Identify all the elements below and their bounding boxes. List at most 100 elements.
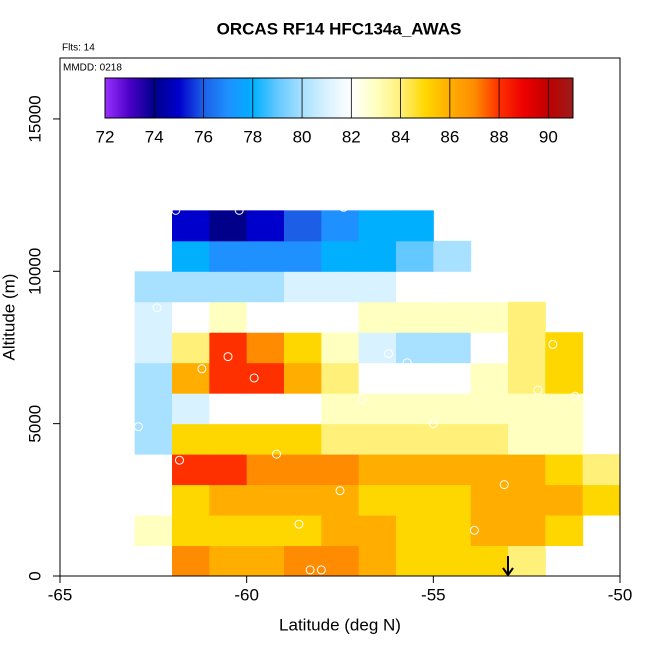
heat-cell xyxy=(470,545,509,577)
heat-cell xyxy=(172,301,210,333)
heat-cell xyxy=(545,362,584,394)
flights-label: Flts: 14 xyxy=(62,43,95,54)
heat-cell xyxy=(582,484,621,516)
heat-cell xyxy=(172,393,210,425)
heat-cell xyxy=(246,454,285,486)
heat-cell xyxy=(508,515,546,547)
heat-cell xyxy=(246,210,285,242)
heat-cell xyxy=(134,271,173,303)
heat-cell xyxy=(209,240,248,272)
heat-cell xyxy=(209,210,248,242)
sample-point xyxy=(272,449,282,459)
heat-cell xyxy=(284,515,322,547)
heat-cell xyxy=(470,454,509,486)
heat-cell xyxy=(209,484,248,516)
colorbar-tick-label: 76 xyxy=(194,127,213,146)
heat-cell xyxy=(246,393,285,425)
heat-cell xyxy=(246,240,285,272)
heat-cell xyxy=(172,423,210,455)
sample-point xyxy=(133,422,143,432)
heat-cell xyxy=(172,210,210,242)
heat-cell xyxy=(508,484,546,516)
heat-cell xyxy=(321,362,360,394)
heat-cell xyxy=(172,454,210,486)
heat-cell xyxy=(246,332,285,364)
heat-cell xyxy=(246,423,285,455)
heat-cell xyxy=(172,362,210,394)
heat-cell xyxy=(545,454,584,486)
colorbar-tick-label: 84 xyxy=(391,127,410,146)
heat-cell xyxy=(134,484,173,516)
heat-cell xyxy=(433,454,472,486)
heat-cell xyxy=(172,271,210,303)
heat-cell xyxy=(396,240,434,272)
heat-cell xyxy=(284,393,322,425)
heat-cell xyxy=(284,423,322,455)
y-tick-label: 15000 xyxy=(25,95,44,142)
heat-cell xyxy=(209,393,248,425)
sample-point xyxy=(548,339,558,349)
heat-cell xyxy=(172,332,210,364)
heat-cell xyxy=(508,423,546,455)
heat-cell xyxy=(396,362,434,394)
heat-cell xyxy=(433,423,472,455)
heat-cell xyxy=(396,423,434,455)
heat-cell xyxy=(433,393,472,425)
heat-cell xyxy=(470,484,509,516)
heat-cell xyxy=(582,454,621,486)
heat-cell xyxy=(209,362,248,394)
heat-cell xyxy=(321,423,360,455)
heat-cell xyxy=(545,423,584,455)
heat-cell xyxy=(396,271,434,303)
sample-point xyxy=(234,205,244,215)
heat-cell xyxy=(321,210,360,242)
heat-cell xyxy=(433,484,472,516)
sample-point xyxy=(163,205,173,215)
heat-cell xyxy=(470,393,509,425)
sample-point xyxy=(174,455,184,465)
heat-cell xyxy=(358,515,397,547)
heat-cell xyxy=(134,362,173,394)
sample-point xyxy=(384,349,394,359)
heat-cell xyxy=(545,515,584,547)
colorbar xyxy=(104,77,574,119)
heat-cell xyxy=(134,454,173,486)
sample-point xyxy=(156,545,166,555)
heat-cell xyxy=(396,301,434,333)
heat-cell xyxy=(433,545,472,577)
heat-cell xyxy=(284,484,322,516)
sample-point xyxy=(316,565,326,575)
colorbar-tick-label: 88 xyxy=(490,127,509,146)
heat-cell xyxy=(396,515,434,547)
heat-cell xyxy=(172,545,210,577)
sample-point xyxy=(402,358,412,368)
heat-cell xyxy=(358,362,397,394)
heat-cell xyxy=(396,332,434,364)
heat-cell xyxy=(134,515,173,547)
x-tick-label: -55 xyxy=(421,585,446,604)
heat-cell xyxy=(284,332,322,364)
heat-cell xyxy=(246,362,285,394)
heat-cell xyxy=(508,393,546,425)
sample-point xyxy=(335,486,345,496)
heat-cell xyxy=(209,515,248,547)
heat-cell xyxy=(470,301,509,333)
heat-cell xyxy=(358,454,397,486)
heat-cell xyxy=(209,423,248,455)
sample-point xyxy=(223,352,233,362)
sample-point xyxy=(152,303,162,313)
sample-point xyxy=(357,394,367,404)
heat-cell xyxy=(433,332,472,364)
heat-cell xyxy=(209,332,248,364)
sample-point xyxy=(428,419,438,429)
heat-cell xyxy=(508,454,546,486)
heat-cell xyxy=(358,271,397,303)
colorbar-tick-label: 74 xyxy=(145,127,164,146)
heat-cell xyxy=(284,454,322,486)
heat-cell xyxy=(172,515,210,547)
heat-cell xyxy=(358,210,397,242)
heat-cell xyxy=(284,301,322,333)
sample-point xyxy=(249,373,259,383)
colorbar-tick-label: 90 xyxy=(539,127,558,146)
heat-cell xyxy=(508,545,546,577)
